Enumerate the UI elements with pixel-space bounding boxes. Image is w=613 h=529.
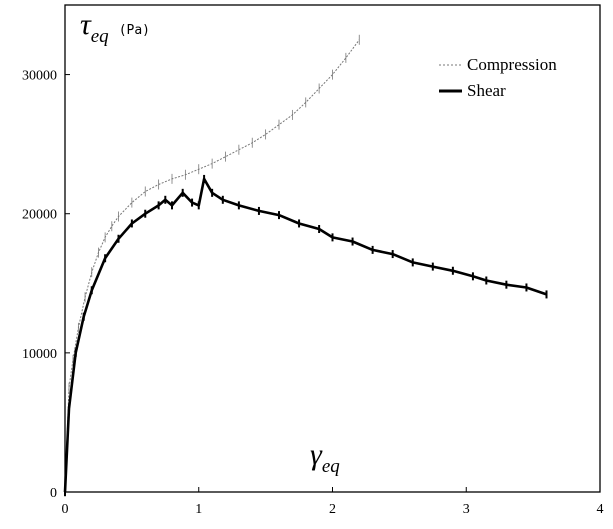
y-tick-label: 10000 (22, 347, 57, 362)
x-axis-subscript: eq (322, 456, 340, 477)
x-tick-label: 2 (329, 502, 336, 517)
x-axis-symbol: γ (310, 438, 323, 471)
legend-compression-label: Compression (467, 55, 557, 74)
y-axis-subscript: eq (91, 26, 109, 47)
series-shear-line (63, 177, 547, 493)
series-layer (63, 34, 548, 497)
y-axis-symbol: τ (80, 8, 92, 41)
legend: Compression Shear (439, 55, 557, 100)
y-axis-unit: (Pa) (119, 23, 150, 38)
y-axis-label: τeq (Pa) (80, 8, 150, 47)
x-tick-label: 0 (62, 502, 69, 517)
y-tick-label: 30000 (22, 69, 57, 84)
y-tick-label: 20000 (22, 208, 57, 223)
series-compression-line (64, 39, 360, 493)
axis-ticks: 0 1 2 3 4 0 10000 20000 30000 (22, 69, 604, 517)
x-tick-label: 3 (463, 502, 470, 517)
y-tick-label: 0 (50, 486, 57, 501)
x-axis-label: γeq (310, 438, 340, 477)
x-tick-label: 1 (195, 502, 202, 517)
legend-shear-label: Shear (467, 81, 506, 100)
x-tick-label: 4 (597, 502, 604, 517)
